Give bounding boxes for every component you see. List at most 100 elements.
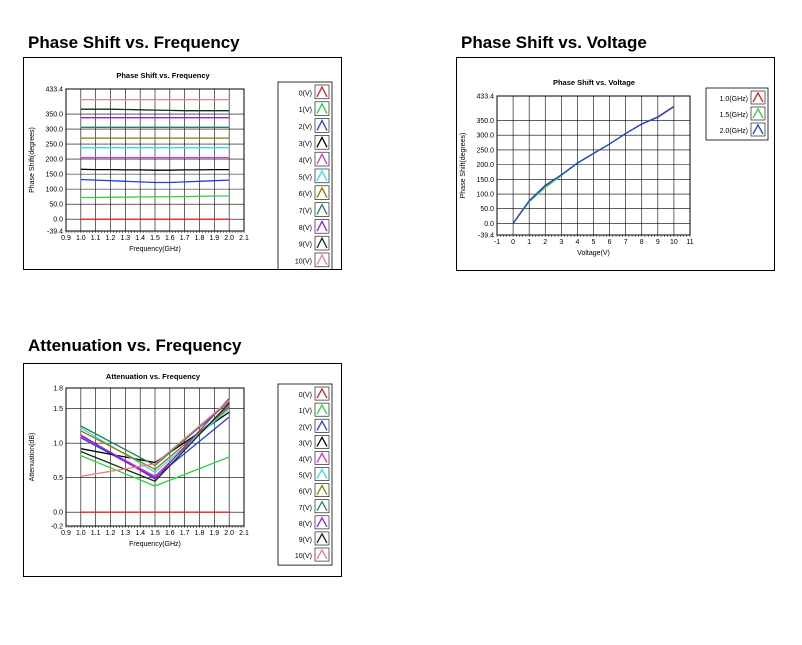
x-tick-label: 1.3 — [120, 235, 130, 242]
legend-swatch-box — [314, 185, 330, 200]
y-axis-label: Attenuation(dB) — [29, 433, 36, 482]
y-tick-label: 100.0 — [476, 192, 494, 199]
y-tick-label: 350.0 — [45, 112, 63, 119]
legend-swatch-line — [316, 500, 328, 512]
legend-swatch-box — [314, 402, 330, 417]
y-tick-label: -39.4 — [478, 233, 494, 240]
legend-swatch-box — [750, 106, 766, 121]
y-tick-label: 250.0 — [45, 142, 63, 149]
chart-panel-attenuation-frequency: Attenuation vs. Frequency 0.9 1.0 1.1 1.2 1.3… — [23, 363, 342, 577]
y-tick-label: 50.0 — [480, 206, 494, 213]
y-axis-label: Phase Shift(degrees) — [29, 127, 36, 193]
x-axis-label: Voltage(V) — [577, 250, 610, 257]
legend-label: 8(V) — [299, 521, 312, 528]
legend-swatch-line — [316, 253, 328, 266]
x-tick-label: 1.2 — [106, 530, 116, 537]
series-line — [80, 168, 230, 171]
x-tick-label: 1.2 — [106, 235, 116, 242]
x-tick-label: 4 — [575, 239, 579, 246]
y-tick-label: 300.0 — [476, 133, 494, 140]
legend-swatch-line — [316, 387, 328, 399]
legend-swatch-line — [316, 548, 328, 560]
series-line — [80, 416, 230, 479]
x-axis-label: Frequency(GHz) — [129, 246, 181, 253]
legend-label: 4(V) — [299, 158, 312, 165]
series-line — [80, 178, 230, 184]
x-tick-label: 1.4 — [135, 235, 145, 242]
legend-swatch-box — [314, 84, 330, 100]
legend-label: 2.0(GHz) — [720, 128, 748, 135]
x-tick-label: 7 — [624, 239, 628, 246]
y-tick-label: 100.0 — [45, 187, 63, 194]
legend-label: 9(V) — [299, 537, 312, 544]
legend-label: 10(V) — [295, 553, 312, 560]
legend-swatch-box — [314, 483, 330, 497]
legend-label: 2(V) — [299, 424, 312, 431]
legend-swatch-box — [750, 122, 766, 137]
legend-label: 6(V) — [299, 191, 312, 198]
legend-swatch-line — [316, 236, 328, 249]
y-tick-label: 1.0 — [53, 441, 63, 448]
legend-swatch-line — [316, 516, 328, 528]
legend-swatch-box — [314, 418, 330, 433]
legend-label: 4(V) — [299, 456, 312, 463]
chart-title: Phase Shift vs. Voltage — [553, 78, 635, 87]
legend-swatch-box — [314, 467, 330, 481]
series-line — [80, 406, 230, 471]
legend-swatch-line — [316, 219, 328, 232]
x-tick-label: 1.5 — [150, 235, 160, 242]
legend-swatch-line — [316, 135, 328, 148]
legend-swatch-line — [316, 403, 328, 415]
legend-label: 3(V) — [299, 141, 312, 148]
legend-swatch-box — [314, 252, 330, 268]
legend-label: 7(V) — [299, 505, 312, 512]
legend-swatch-box — [314, 101, 330, 116]
legend-label: 8(V) — [299, 225, 312, 232]
chart-attenuation-frequency: Attenuation vs. Frequency 0.9 1.0 1.1 1.2 1.3… — [29, 372, 333, 566]
legend-swatch-box — [750, 90, 766, 105]
x-tick-label: 2.0 — [224, 530, 234, 537]
legend-label: 9(V) — [299, 242, 312, 249]
legend-swatch-box — [314, 168, 330, 184]
legend-swatch-line — [752, 123, 764, 135]
x-tick-label: 1.8 — [195, 530, 205, 537]
y-tick-label: 200.0 — [45, 157, 63, 164]
legend-label: 10(V) — [295, 258, 312, 265]
x-tick-label: 1.0 — [76, 235, 86, 242]
y-tick-label: 0.0 — [53, 510, 63, 517]
legend-swatch-box — [314, 531, 330, 546]
x-tick-label: 10 — [670, 239, 678, 246]
y-tick-label: 1.5 — [53, 406, 63, 413]
legend-label: 1.0(GHz) — [720, 96, 748, 103]
legend-swatch-line — [316, 435, 328, 447]
y-tick-label: 150.0 — [476, 177, 494, 184]
y-tick-label: 433.4 — [476, 94, 494, 101]
x-tick-label: 1.1 — [91, 235, 101, 242]
y-tick-label: -0.2 — [51, 524, 63, 531]
x-tick-label: 1.4 — [135, 530, 145, 537]
legend-swatch-line — [316, 85, 328, 98]
legend-label: 1.5(GHz) — [720, 112, 748, 119]
legend-swatch-box — [314, 435, 330, 449]
legend-swatch-line — [752, 91, 764, 103]
x-tick-label: -1 — [494, 239, 500, 246]
legend-swatch-box — [314, 202, 330, 217]
x-tick-label: 1.6 — [165, 235, 175, 242]
chart-title: Attenuation vs. Frequency — [106, 372, 201, 381]
legend-swatch-line — [316, 119, 328, 131]
x-tick-label: 1.7 — [180, 235, 190, 242]
chart-panel-phase-shift-frequency: Phase Shift vs. Frequency 0.9 1.0 1.1 1.2 1.3… — [23, 57, 342, 270]
legend-swatch-line — [316, 169, 328, 182]
legend-label: 1(V) — [299, 408, 312, 415]
legend-swatch-box — [314, 515, 330, 530]
x-tick-label: 2 — [543, 239, 547, 246]
legend-swatch-line — [316, 102, 328, 114]
x-tick-label: 2.0 — [224, 235, 234, 242]
legend-swatch-box — [314, 451, 330, 465]
x-tick-label: 1.9 — [209, 235, 219, 242]
legend-swatch-line — [316, 484, 328, 496]
heading-attenuation-frequency: Attenuation vs. Frequency — [28, 336, 242, 355]
legend-swatch-line — [752, 107, 764, 119]
series-line — [80, 454, 230, 487]
y-tick-label: 200.0 — [476, 162, 494, 169]
